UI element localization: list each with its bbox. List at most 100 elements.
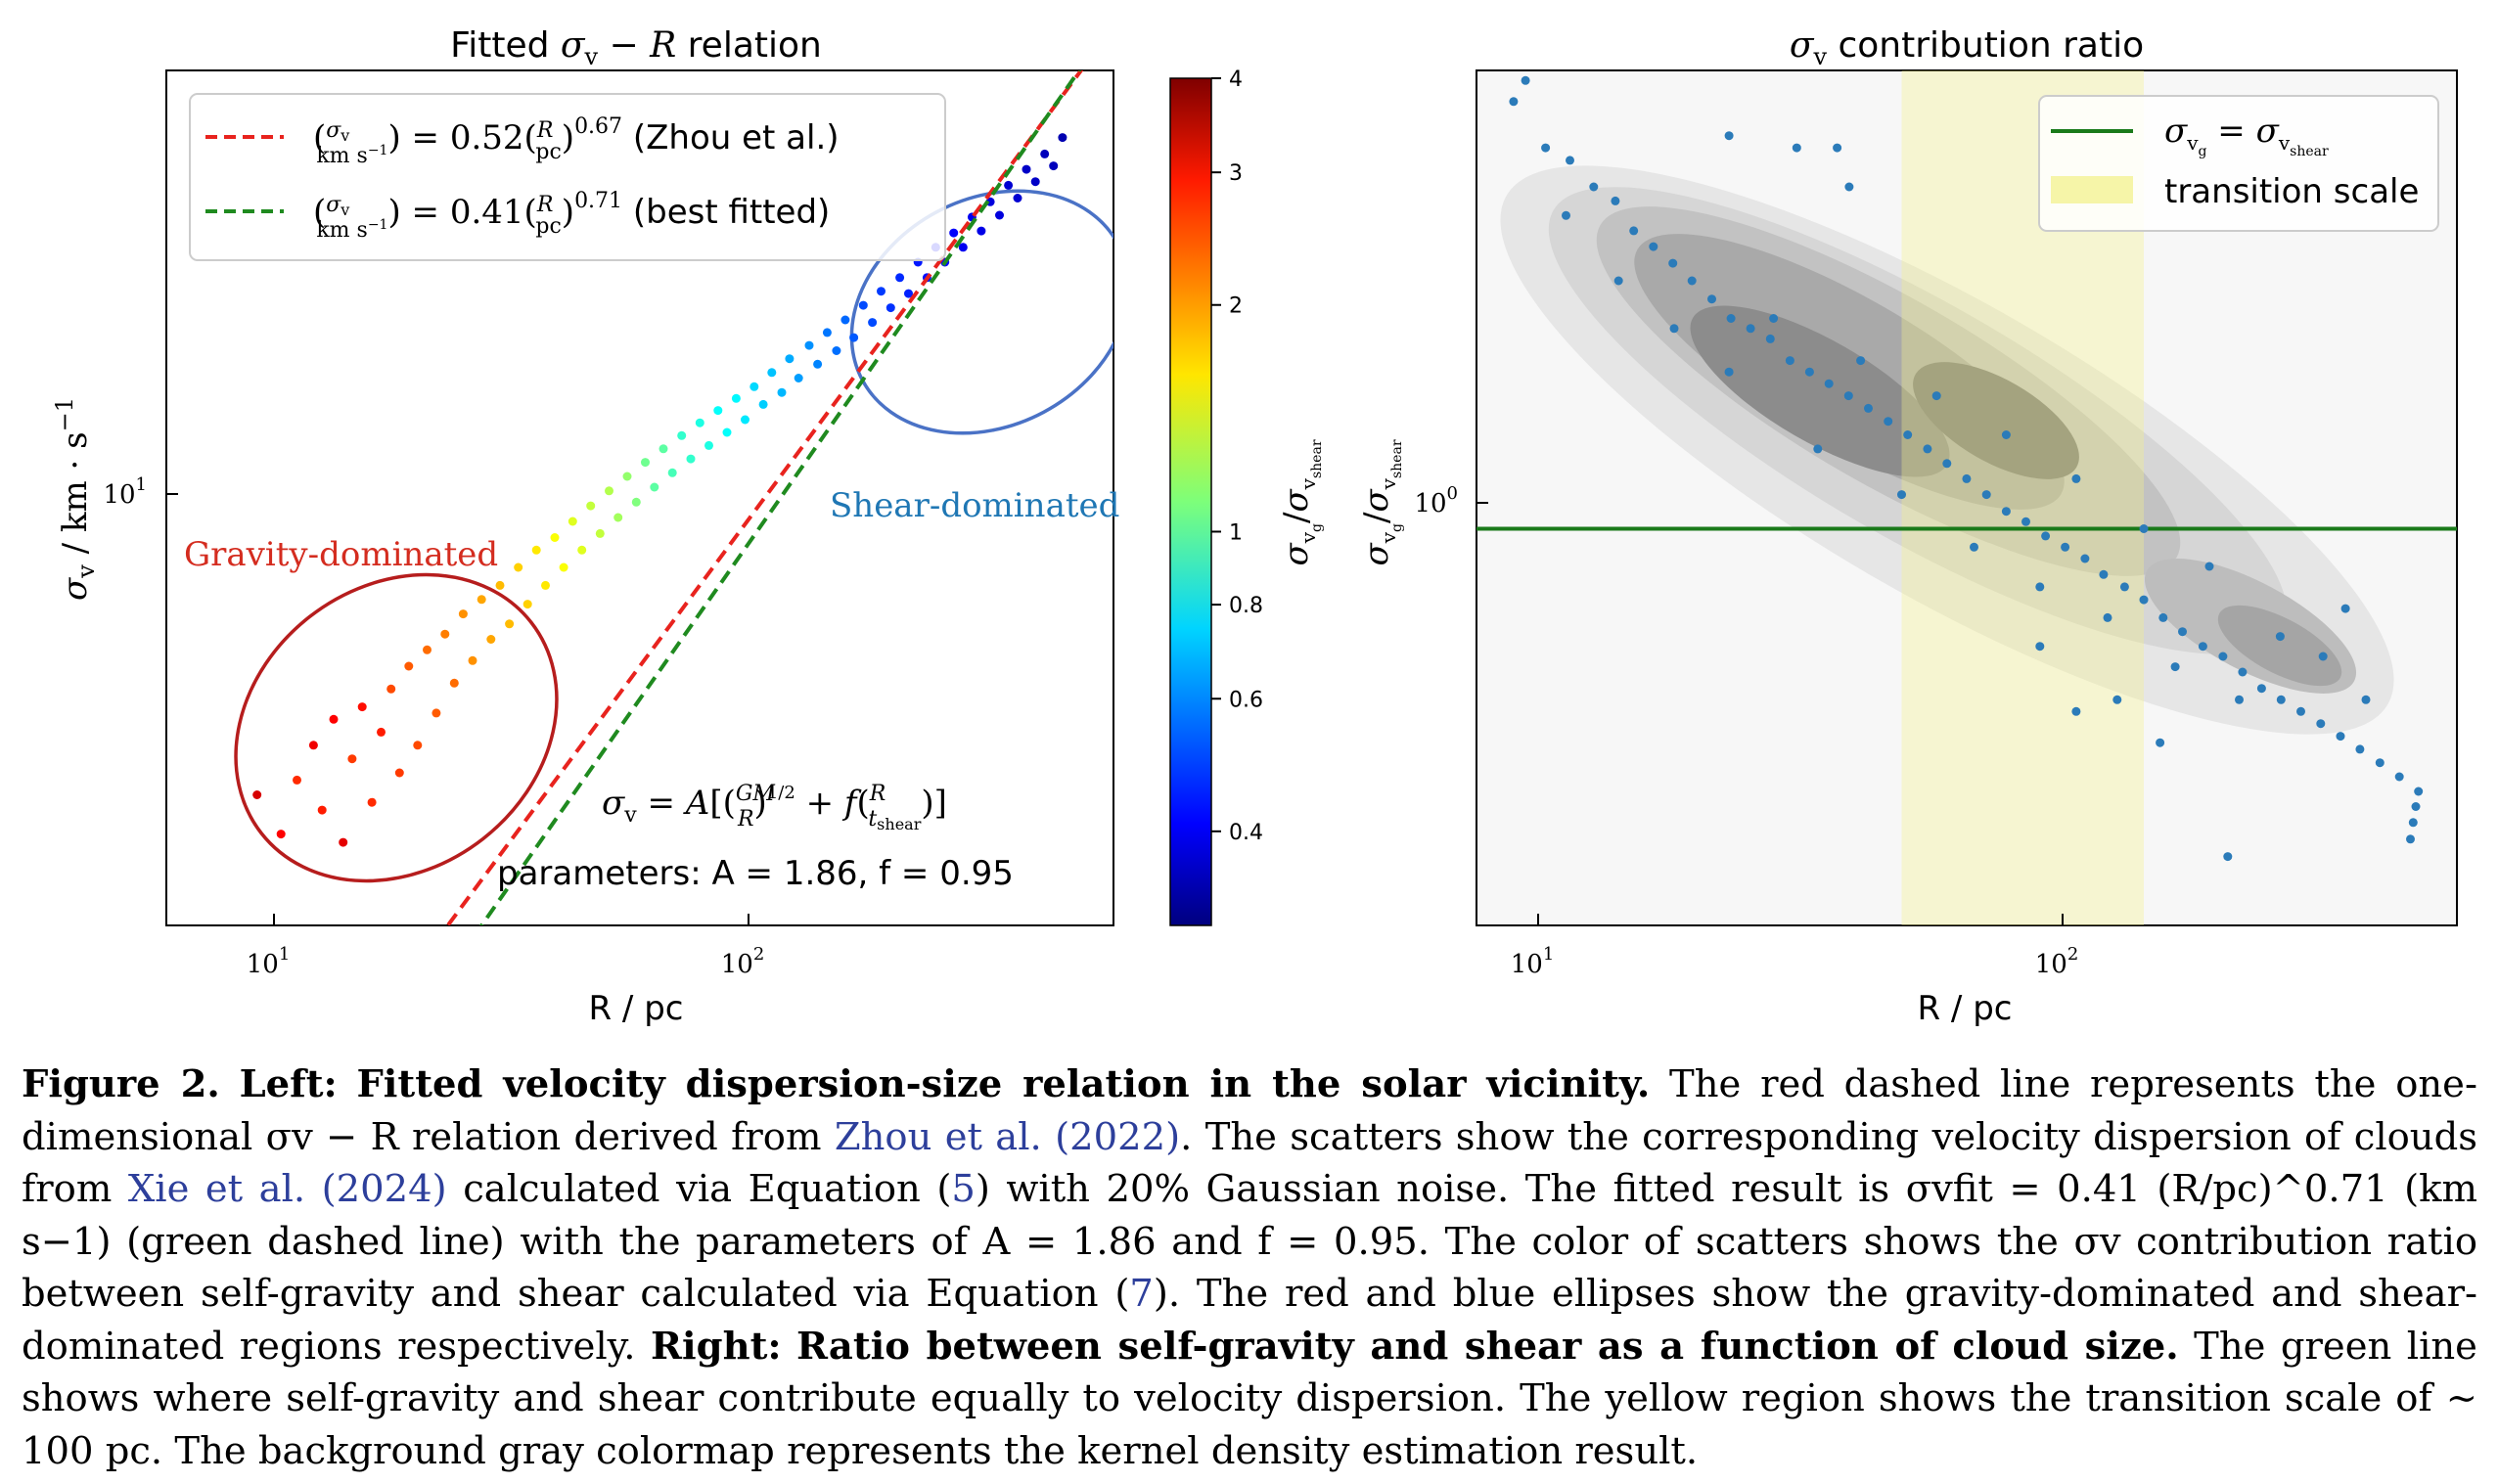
- left-scatter-point-20: [468, 655, 477, 665]
- right-scatter-point-44: [2375, 758, 2384, 768]
- left-scatter-point-45: [695, 418, 704, 427]
- equation-5-link[interactable]: 5: [951, 1167, 976, 1211]
- right-scatter-point-22: [1942, 459, 1952, 469]
- left-scatter-point-51: [749, 382, 759, 391]
- legend-transition-label: transition scale: [2164, 172, 2419, 211]
- kde-density-background: [1500, 165, 2394, 735]
- left-scatter-point-65: [877, 287, 886, 296]
- colorbar-tick-label: 2: [1229, 294, 1243, 319]
- colorbar-tick-label: 1: [1229, 520, 1243, 545]
- left-scatter-point-67: [895, 273, 905, 283]
- left-scatter-point-38: [631, 497, 641, 507]
- caption-left-title: Fitted velocity dispersion-size relation…: [356, 1062, 1651, 1106]
- equation-7-link[interactable]: 7: [1129, 1272, 1154, 1316]
- citation-xie[interactable]: Xie et al. (2024): [127, 1167, 447, 1211]
- left-scatter-point-9: [367, 797, 377, 807]
- left-scatter-point-61: [840, 315, 850, 325]
- left-scatter-point-82: [1030, 177, 1040, 187]
- colorbar-label: σvg/σvshear: [1277, 439, 1325, 565]
- left-scatter-point-85: [1058, 133, 1067, 143]
- left-scatter-point-36: [613, 513, 623, 522]
- right-scatter-point-18: [1864, 403, 1873, 413]
- right-scatter-point-56: [1856, 356, 1866, 366]
- right-scatter-point-1: [1521, 75, 1530, 85]
- left-scatter-point-64: [868, 318, 878, 328]
- right-chart-title: σv contribution ratio: [1790, 25, 2144, 70]
- right-scatter-point-0: [1509, 97, 1519, 107]
- right-scatter-point-5: [1611, 196, 1620, 205]
- right-scatter-point-38: [2256, 684, 2266, 694]
- left-scatter-points: [252, 133, 1067, 847]
- right-scatter-point-17: [1843, 391, 1853, 401]
- left-scatter-point-8: [357, 702, 367, 712]
- left-scatter-point-24: [505, 619, 515, 629]
- right-scatter-point-79: [2156, 738, 2165, 747]
- left-scatter-point-18: [449, 678, 459, 688]
- left-scatter-point-13: [404, 661, 414, 671]
- left-y-ticks: 101: [103, 474, 178, 510]
- left-scatter-point-34: [595, 528, 605, 538]
- left-scatter-point-14: [413, 741, 423, 750]
- legend-equality-label: σvg = σvshear: [2164, 112, 2329, 159]
- right-scatter-point-15: [1804, 367, 1814, 377]
- gravity-dominated-label: Gravity-dominated: [184, 535, 498, 574]
- right-scatter-point-14: [1785, 356, 1794, 366]
- right-scatter-point-70: [2340, 604, 2350, 613]
- caption-text-5: ). The red and blue ellipses show the gr…: [22, 1272, 2477, 1369]
- right-scatter-point-16: [1824, 379, 1834, 388]
- left-scatter-point-80: [1013, 194, 1022, 202]
- left-scatter-point-30: [559, 562, 568, 572]
- left-scatter-point-54: [777, 387, 787, 397]
- left-scatter-point-66: [886, 303, 895, 313]
- right-scatter-point-69: [2318, 652, 2328, 661]
- left-scatter-point-26: [522, 600, 532, 609]
- colorbar-ticks: 4 3 2 1 0.8 0.6 0.4: [1211, 67, 1263, 845]
- right-scatter-point-6: [1629, 226, 1639, 236]
- right-scatter-point-54: [1769, 314, 1779, 323]
- right-scatter-point-8: [1668, 258, 1678, 268]
- caption-text-1: The red dashed line represents the one-d…: [22, 1062, 2477, 1159]
- right-scatter-point-33: [2158, 612, 2168, 622]
- left-scatter-point-52: [758, 399, 768, 409]
- left-scatter-point-31: [568, 517, 577, 526]
- left-x-axis-label: R / pc: [589, 989, 684, 1028]
- left-scatter-point-11: [386, 684, 396, 694]
- right-x-axis-label: R / pc: [1918, 989, 2013, 1028]
- figure-caption: Figure 2. Left: Fitted velocity dispersi…: [22, 1058, 2477, 1477]
- left-scatter-point-53: [767, 368, 777, 378]
- right-scatter-point-24: [1981, 490, 1991, 500]
- right-scatter-point-45: [2394, 772, 2404, 782]
- right-scatter-point-26: [2021, 517, 2030, 526]
- left-scatter-point-74: [958, 243, 968, 252]
- right-scatter-point-11: [1726, 314, 1736, 323]
- left-scatter-point-1: [276, 830, 286, 839]
- left-scatter-point-27: [531, 545, 541, 555]
- right-scatter-point-62: [2071, 473, 2081, 483]
- left-scatter-point-40: [650, 482, 659, 492]
- parameters-label: parameters: A = 1.86, f = 0.95: [497, 854, 1014, 893]
- caption-text-4: ) with 20% Gaussian noise. The fitted re…: [22, 1167, 2477, 1316]
- colorbar-tick-label: 0.4: [1229, 821, 1263, 845]
- right-scatter-point-29: [2080, 554, 2090, 563]
- left-legend: (σv km s−1) = 0.52(R pc)0.67 (Zhou et al.)…: [189, 93, 946, 261]
- right-scatter-point-9: [1687, 276, 1697, 286]
- citation-zhou[interactable]: Zhou et al. (2022): [834, 1114, 1181, 1159]
- right-ytick-1: 100: [1414, 483, 1458, 518]
- right-scatter-point-35: [2198, 642, 2207, 652]
- colorbar: 4 3 2 1 0.8 0.6 0.4 σvg/σvshear: [1169, 67, 1325, 926]
- colorbar-tick-label: 0.6: [1229, 688, 1263, 712]
- right-x-ticks: 101 102: [1511, 914, 2078, 979]
- left-scatter-point-48: [722, 427, 732, 437]
- right-scatter-point-67: [2235, 695, 2244, 704]
- model-formula: σv = A[(GM R)1/2 + f(R tshear)]: [602, 782, 947, 833]
- right-scatter-point-37: [2238, 667, 2248, 677]
- left-scatter-point-68: [904, 289, 913, 298]
- right-y-ticks: 100: [1414, 483, 1488, 518]
- left-chart-title: Fitted σv − R relation: [450, 25, 822, 70]
- left-scatter-point-78: [995, 210, 1004, 220]
- right-scatter-point-27: [2041, 531, 2051, 541]
- left-scatter-point-4: [317, 805, 327, 815]
- right-scatter-point-19: [1884, 417, 1893, 427]
- left-scatter-point-55: [785, 354, 795, 364]
- right-scatter-point-77: [2071, 706, 2081, 716]
